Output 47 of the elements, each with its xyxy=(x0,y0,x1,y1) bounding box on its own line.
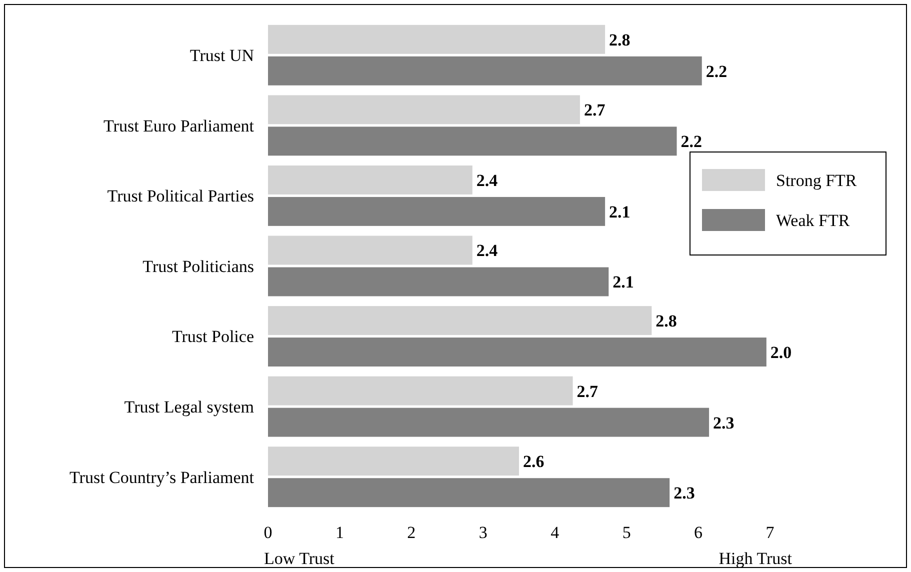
text: Low Trust xyxy=(264,549,335,568)
bar xyxy=(268,408,710,437)
bar xyxy=(268,126,677,156)
y-tick-label: Trust UN xyxy=(190,46,254,66)
bar xyxy=(268,24,606,54)
y-tick-label: Trust Politicians xyxy=(142,256,254,276)
annotation: 2.4 xyxy=(476,170,498,190)
bar xyxy=(268,56,702,86)
y-tick-label: Trust Country’s Parliament xyxy=(70,468,254,487)
annotation: 2.3 xyxy=(674,484,695,503)
annotation: 2.1 xyxy=(609,202,630,222)
x-tick-label: 1 xyxy=(335,523,344,542)
annotation: 2.2 xyxy=(706,62,728,81)
annotation: 2.6 xyxy=(523,452,544,472)
y-tick-label: Trust Police xyxy=(172,327,254,346)
annotation: 2.3 xyxy=(713,413,734,432)
bar xyxy=(268,165,472,194)
text: High Trust xyxy=(718,549,792,568)
x-tick-label: 0 xyxy=(264,523,272,542)
annotation: 2.7 xyxy=(584,100,606,120)
annotation: 2.4 xyxy=(476,241,498,260)
bar xyxy=(268,446,519,476)
bar xyxy=(268,236,472,265)
annotation: 2.2 xyxy=(680,132,702,152)
x-tick-label: 7 xyxy=(766,523,775,542)
x-tick-label: 3 xyxy=(478,523,488,542)
annotation: 2.0 xyxy=(770,342,792,362)
y-tick-label: Trust Euro Parliament xyxy=(104,116,254,136)
bar xyxy=(268,306,652,336)
annotation: 2.1 xyxy=(612,272,634,292)
bar xyxy=(268,376,573,406)
annotation: 2.8 xyxy=(656,311,677,330)
x-tick-label: 2 xyxy=(407,523,416,542)
bar xyxy=(268,338,766,367)
x-tick-label: 4 xyxy=(550,523,560,542)
bar xyxy=(268,196,606,226)
bar xyxy=(268,95,580,124)
annotation: 2.8 xyxy=(609,30,630,50)
legend-label: Weak FTR xyxy=(776,210,850,230)
y-tick-label: Trust Political Parties xyxy=(107,186,254,206)
bar xyxy=(268,478,670,508)
annotation: 2.7 xyxy=(576,382,599,401)
x-tick-label: 5 xyxy=(622,523,631,542)
x-tick-label: 6 xyxy=(694,523,703,542)
y-tick-label: Trust Legal system xyxy=(124,398,254,417)
legend-label: Strong FTR xyxy=(776,170,858,190)
bar xyxy=(268,267,609,296)
